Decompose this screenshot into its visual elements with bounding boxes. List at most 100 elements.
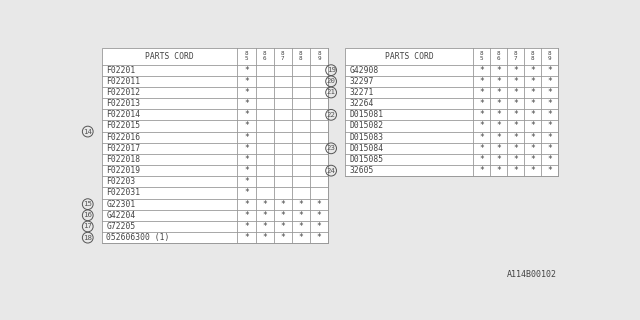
Text: *: *: [513, 88, 518, 97]
Text: D015081: D015081: [349, 110, 384, 119]
Text: *: *: [298, 200, 303, 209]
Text: *: *: [496, 110, 501, 119]
Text: *: *: [513, 99, 518, 108]
Text: *: *: [479, 144, 484, 153]
Text: *: *: [530, 77, 535, 86]
Text: *: *: [244, 222, 249, 231]
Bar: [102, 48, 328, 243]
Text: *: *: [280, 211, 285, 220]
Text: 21: 21: [326, 90, 335, 95]
Text: PARTS CORD: PARTS CORD: [145, 52, 194, 60]
Text: *: *: [317, 211, 321, 220]
Text: F022031: F022031: [106, 188, 140, 197]
Text: *: *: [547, 110, 552, 119]
Text: *: *: [513, 110, 518, 119]
Text: *: *: [244, 177, 249, 186]
Text: *: *: [530, 155, 535, 164]
Text: *: *: [547, 77, 552, 86]
Text: *: *: [513, 122, 518, 131]
Text: *: *: [280, 200, 285, 209]
Text: 24: 24: [326, 168, 335, 174]
Text: *: *: [317, 222, 321, 231]
Text: 8
8: 8 8: [531, 52, 534, 61]
Text: *: *: [317, 233, 321, 242]
Text: *: *: [513, 77, 518, 86]
Text: *: *: [547, 166, 552, 175]
Text: D015084: D015084: [349, 144, 384, 153]
Text: *: *: [513, 155, 518, 164]
Text: *: *: [530, 110, 535, 119]
Text: 32264: 32264: [349, 99, 374, 108]
Text: F022019: F022019: [106, 166, 140, 175]
Text: G42204: G42204: [106, 211, 136, 220]
Text: G42908: G42908: [349, 66, 379, 75]
Bar: [345, 48, 558, 176]
Text: 17: 17: [83, 223, 92, 229]
Text: D015085: D015085: [349, 155, 384, 164]
Text: *: *: [479, 122, 484, 131]
Text: *: *: [547, 66, 552, 75]
Text: *: *: [262, 222, 267, 231]
Text: *: *: [547, 155, 552, 164]
Text: *: *: [244, 211, 249, 220]
Text: F022013: F022013: [106, 99, 140, 108]
Text: *: *: [479, 133, 484, 142]
Text: *: *: [244, 110, 249, 119]
Text: F022014: F022014: [106, 110, 140, 119]
Text: *: *: [496, 77, 501, 86]
Text: *: *: [496, 144, 501, 153]
Text: 8
5: 8 5: [479, 52, 483, 61]
Text: 19: 19: [326, 67, 335, 73]
Text: 8
7: 8 7: [281, 52, 285, 61]
Text: D015083: D015083: [349, 133, 384, 142]
Text: *: *: [530, 66, 535, 75]
Text: F02203: F02203: [106, 177, 136, 186]
Text: *: *: [280, 222, 285, 231]
Text: *: *: [530, 88, 535, 97]
Text: 14: 14: [83, 129, 92, 135]
Text: *: *: [496, 122, 501, 131]
Text: 32605: 32605: [349, 166, 374, 175]
Text: *: *: [479, 166, 484, 175]
Text: *: *: [244, 144, 249, 153]
Text: 22: 22: [326, 112, 335, 118]
Text: 8
8: 8 8: [299, 52, 303, 61]
Text: 8
6: 8 6: [263, 52, 266, 61]
Text: *: *: [530, 144, 535, 153]
Text: G72205: G72205: [106, 222, 136, 231]
Text: F022016: F022016: [106, 133, 140, 142]
Text: *: *: [244, 233, 249, 242]
Text: *: *: [547, 88, 552, 97]
Text: *: *: [317, 200, 321, 209]
Text: *: *: [244, 133, 249, 142]
Text: A114B00102: A114B00102: [507, 270, 557, 279]
Text: *: *: [496, 155, 501, 164]
Text: PARTS CORD: PARTS CORD: [385, 52, 433, 60]
Text: *: *: [496, 99, 501, 108]
Text: *: *: [496, 166, 501, 175]
Text: *: *: [244, 77, 249, 86]
Text: *: *: [547, 133, 552, 142]
Text: G22301: G22301: [106, 200, 136, 209]
Text: 8
5: 8 5: [244, 52, 248, 61]
Text: *: *: [244, 166, 249, 175]
Text: 8
9: 8 9: [317, 52, 321, 61]
Text: F022012: F022012: [106, 88, 140, 97]
Text: *: *: [298, 222, 303, 231]
Text: *: *: [479, 155, 484, 164]
Text: *: *: [262, 200, 267, 209]
Text: *: *: [244, 155, 249, 164]
Text: *: *: [244, 88, 249, 97]
Text: D015082: D015082: [349, 122, 384, 131]
Text: *: *: [547, 122, 552, 131]
Text: 052606300 (1): 052606300 (1): [106, 233, 170, 242]
Text: *: *: [479, 88, 484, 97]
Text: *: *: [479, 110, 484, 119]
Text: 8
6: 8 6: [497, 52, 500, 61]
Text: *: *: [547, 99, 552, 108]
Text: *: *: [479, 77, 484, 86]
Text: *: *: [530, 99, 535, 108]
Text: *: *: [244, 99, 249, 108]
Text: F02201: F02201: [106, 66, 136, 75]
Text: *: *: [496, 66, 501, 75]
